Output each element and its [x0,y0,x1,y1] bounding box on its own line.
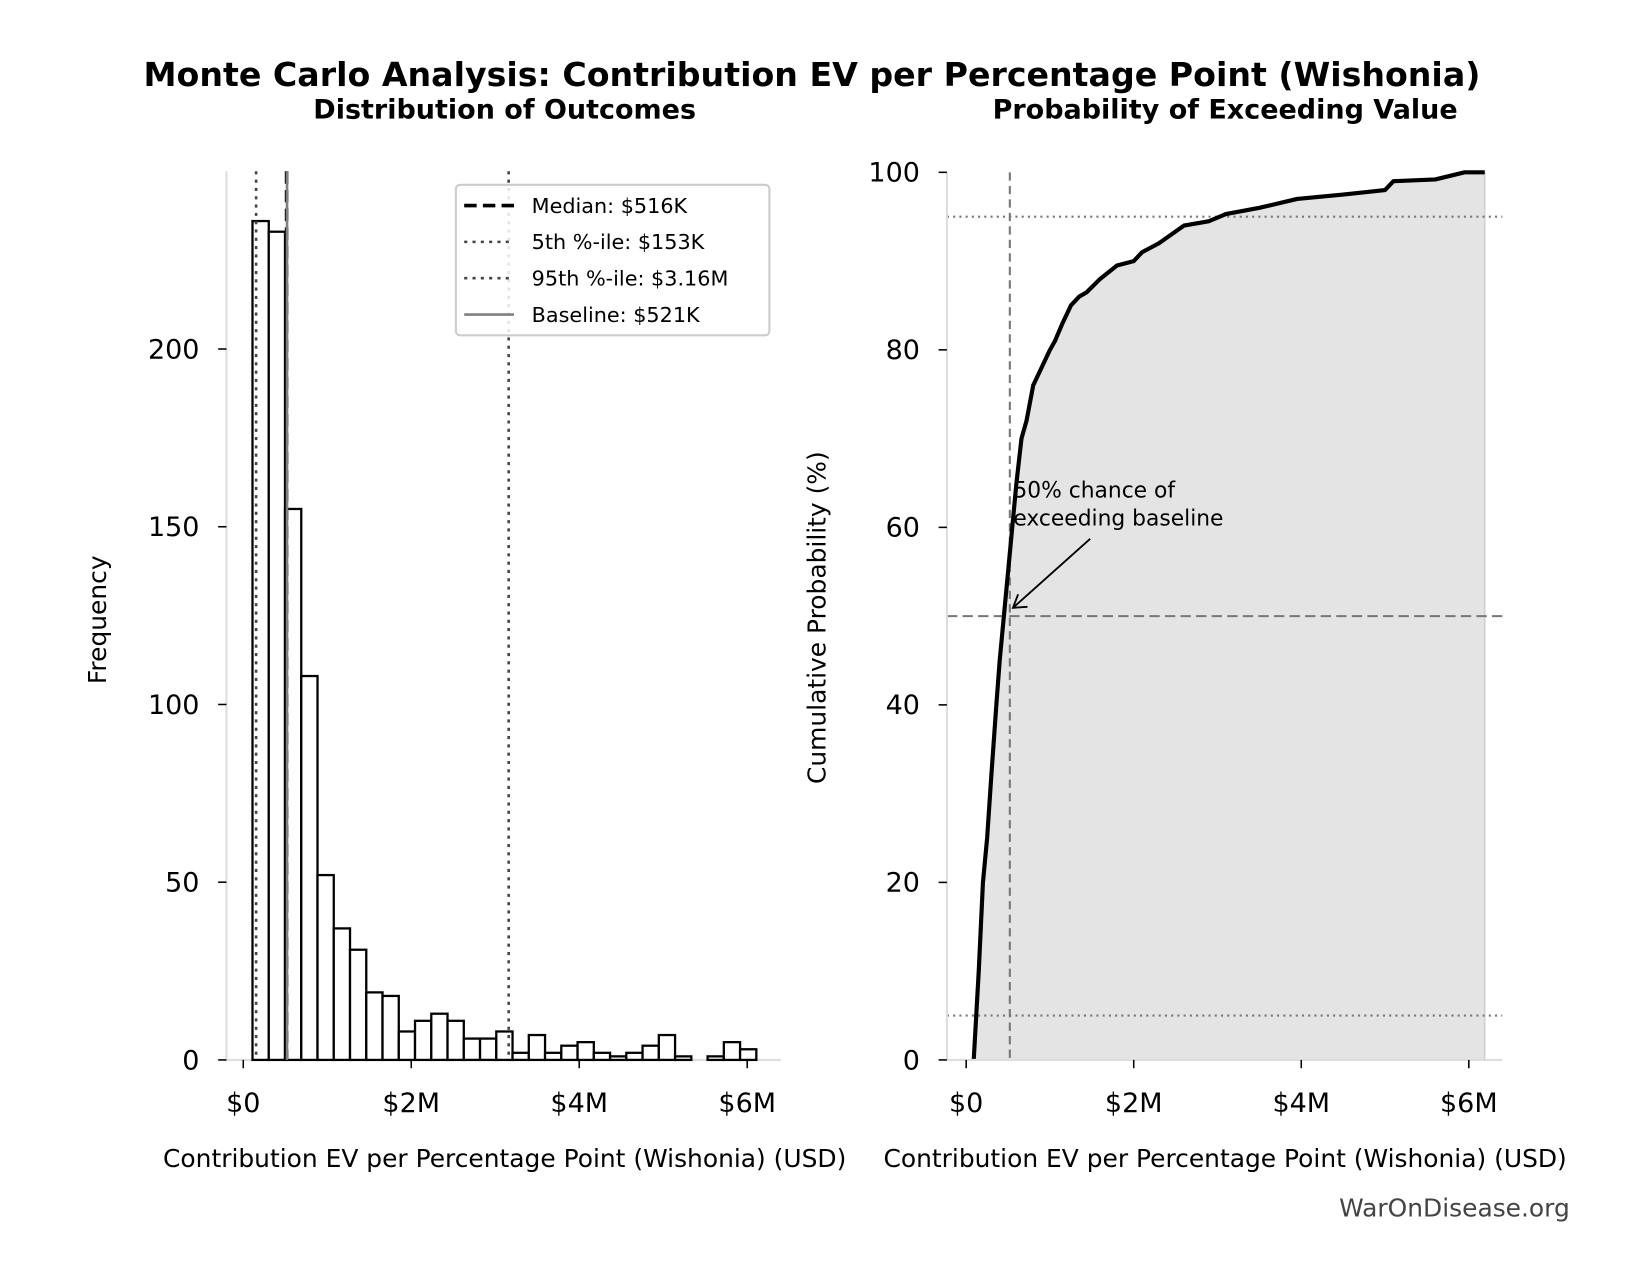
watermark: WarOnDisease.org [1339,1194,1570,1223]
annotation-arrow [1012,538,1091,609]
y-tick-label: 0 [182,1045,199,1076]
histogram-bar [267,230,287,1062]
histogram-bar [348,948,368,1062]
x-tick-label: $4M [550,1088,608,1119]
histogram-bar [722,1041,742,1062]
histogram-ylabel: Frequency [83,555,112,684]
cdf-line [971,170,1485,1061]
y-tick-label: 100 [148,690,200,721]
y-tick-label: 80 [886,335,920,366]
figure-title: Monte Carlo Analysis: Contribution EV pe… [144,55,1481,94]
histogram-bar [495,1030,514,1062]
histogram-bar [365,991,384,1062]
histogram-bar [543,1051,563,1062]
cdf-xlabel: Contribution EV per Percentage Point (Wi… [883,1144,1566,1173]
histogram-bar [446,1019,465,1062]
histogram-bar [511,1051,530,1062]
legend-label: Baseline: $521K [532,303,701,327]
histogram-bar [397,1030,417,1062]
legend-label: 5th %-ile: $153K [532,230,706,254]
legend-label: Median: $516K [532,194,689,218]
x-tick-label: $4M [1272,1088,1330,1119]
histogram-bar [527,1033,547,1062]
y-tick-label: 200 [148,334,200,365]
histogram-bar [576,1041,595,1062]
histogram-bar [608,1055,628,1062]
legend: Median: $516K 5th %-ile: $153K 95th %-ile:… [454,183,771,337]
cdf-title: Probability of Exceeding Value [993,94,1458,125]
histogram-bar [430,1012,449,1062]
annotation-text: 50% chance of [1013,478,1176,503]
histogram-bar [657,1033,677,1062]
x-tick-label: $6M [718,1088,776,1119]
histogram-bar [413,1019,433,1062]
histogram-bar [625,1051,644,1062]
histogram-bar [673,1055,693,1062]
y-tick-label: 40 [886,690,920,721]
x-tick-label: $0 [226,1088,260,1119]
histogram-bar [738,1048,758,1062]
x-tick-label: $2M [1105,1088,1163,1119]
legend-box [454,183,771,337]
x-tick-label: $6M [1440,1088,1498,1119]
annotation-text: exceeding baseline [1013,506,1223,531]
histogram-bar [641,1044,660,1062]
cdf-panel: $0 $2M $4M $6M 0 20 40 60 80 100 50% chance of exce… [868,158,1503,1119]
x-tick-label: $0 [949,1088,983,1119]
histogram-bar [332,927,352,1062]
y-tick-label: 60 [886,513,920,544]
histogram-bar [592,1051,612,1062]
histogram-bar [316,873,335,1062]
legend-label: 95th %-ile: $3.16M [532,266,729,290]
histogram-bar [462,1037,482,1062]
histogram-panel: $0 $2M $4M $6M 0 50 100 150 200 Median: $516K 5th … [148,171,781,1119]
x-tick-label: $2M [382,1088,440,1119]
histogram-bar [478,1037,498,1062]
histogram-bar [381,994,400,1062]
histogram-bar [300,674,319,1062]
histogram-title: Distribution of Outcomes [313,94,696,125]
arrowhead-icon [1011,593,1028,609]
histogram-xlabel: Contribution EV per Percentage Point (Wi… [163,1144,846,1173]
cdf-ylabel: Cumulative Probability (%) [802,451,831,784]
y-tick-label: 0 [903,1045,920,1076]
y-tick-label: 100 [868,158,920,189]
histogram-bar [706,1055,725,1062]
y-tick-label: 20 [886,868,920,899]
y-tick-label: 150 [148,512,200,543]
y-tick-label: 50 [165,868,199,899]
histogram-bar [560,1044,579,1062]
